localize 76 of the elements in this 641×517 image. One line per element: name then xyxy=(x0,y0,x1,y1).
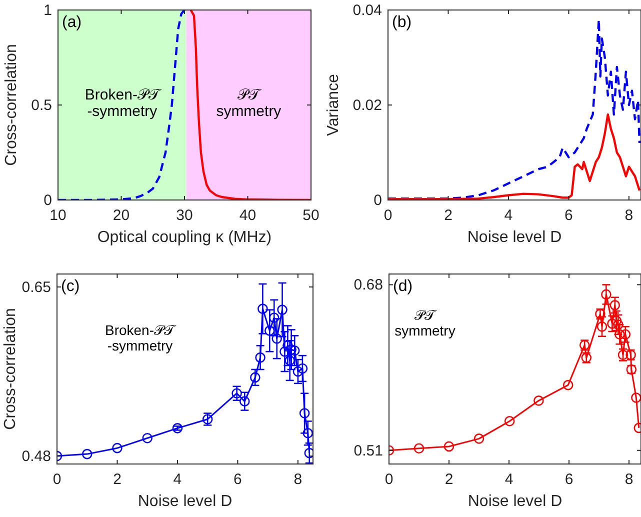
point xyxy=(258,304,268,314)
x-tick-label: 2 xyxy=(444,471,454,488)
line-series xyxy=(388,113,641,200)
point xyxy=(631,392,641,403)
point xyxy=(232,388,242,399)
point xyxy=(610,300,620,310)
point xyxy=(112,442,122,454)
annotation: (d) xyxy=(393,278,413,295)
point xyxy=(277,304,288,315)
y-axis-title: Cross-correlation xyxy=(3,44,20,166)
point xyxy=(272,334,282,344)
y-tick-label: 0.51 xyxy=(354,442,383,460)
x-tick-label: 2 xyxy=(444,207,452,224)
x-tick-label: 4 xyxy=(504,471,514,488)
y-tick-label: 0.04 xyxy=(352,2,382,19)
point xyxy=(504,416,515,426)
annotation: (a) xyxy=(62,14,82,31)
point xyxy=(289,345,300,356)
y-tick-label: 0.5 xyxy=(31,97,52,114)
point xyxy=(297,363,308,374)
point xyxy=(601,289,612,300)
x-tick-label: 8 xyxy=(624,207,634,224)
x-tick-label: 10 xyxy=(50,207,66,224)
x-tick-label: 20 xyxy=(112,207,130,224)
y-tick-label: 0 xyxy=(44,192,52,209)
point xyxy=(474,434,484,444)
x-tick-label: 0 xyxy=(384,471,394,488)
annotation: (c) xyxy=(61,278,80,295)
x-tick-label: 50 xyxy=(302,207,320,224)
point xyxy=(142,432,153,444)
point xyxy=(614,329,625,340)
x-tick-label: 6 xyxy=(234,471,242,488)
y-tick-label: 1 xyxy=(44,2,52,19)
x-tick-label: 40 xyxy=(239,207,256,224)
y-axis-title: Cross-correlation xyxy=(2,308,19,430)
band-label: Broken-𝒫𝒯 -symmetry xyxy=(84,86,162,120)
point xyxy=(172,423,183,434)
point xyxy=(304,448,313,458)
point xyxy=(620,329,631,340)
annotation: Broken-𝒫𝒯 -symmetry xyxy=(104,322,178,354)
x-tick-label: 4 xyxy=(504,207,513,224)
x-tick-label: 2 xyxy=(113,471,122,488)
point xyxy=(562,380,574,390)
y-tick-label: 0.48 xyxy=(22,448,51,466)
point xyxy=(534,396,544,406)
x-axis-title: Optical coupling κ (MHz) xyxy=(97,229,272,246)
y-tick-label: 0.65 xyxy=(22,278,51,296)
y-tick-label: 0 xyxy=(374,192,382,209)
point xyxy=(255,352,266,363)
point xyxy=(239,396,250,406)
point xyxy=(280,346,290,357)
point xyxy=(302,428,313,438)
x-tick-label: 30 xyxy=(176,207,193,224)
y-tick-label: 0.02 xyxy=(352,97,382,114)
x-axis-title: Noise level D xyxy=(138,493,232,510)
band-label: 𝒫𝒯 symmetry xyxy=(216,86,282,120)
point xyxy=(414,443,424,454)
point xyxy=(264,326,275,336)
y-tick-label: 0.68 xyxy=(354,276,383,294)
y-axis-title: Variance xyxy=(325,74,342,136)
x-axis-title: Noise level D xyxy=(468,493,562,510)
point xyxy=(82,448,92,460)
annotation: (b) xyxy=(392,14,412,31)
point xyxy=(607,318,618,329)
x-tick-label: 8 xyxy=(294,471,302,488)
x-tick-label: 6 xyxy=(564,471,574,488)
point xyxy=(299,408,310,418)
point xyxy=(596,321,608,332)
point xyxy=(444,441,454,452)
x-axis-title: Noise level D xyxy=(467,229,562,246)
x-tick-label: 4 xyxy=(173,471,182,488)
point xyxy=(269,312,280,323)
x-tick-label: 6 xyxy=(564,207,573,224)
x-tick-label: 8 xyxy=(624,471,634,488)
annotation: 𝒫𝒯 symmetry xyxy=(394,307,456,338)
point xyxy=(250,372,260,383)
